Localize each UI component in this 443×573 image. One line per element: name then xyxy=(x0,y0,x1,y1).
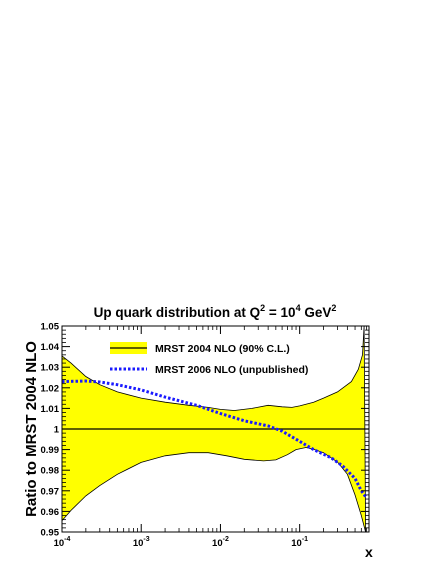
x-tick-label-base: 10 xyxy=(133,538,144,549)
title-unit-exponent: 2 xyxy=(331,303,336,313)
title-mid: = 10 xyxy=(265,305,295,320)
y-tick-label: 0.97 xyxy=(41,486,60,497)
legend-item-mrst2006: MRST 2006 NLO (unpublished) xyxy=(110,364,308,376)
x-tick-label-exponent: -4 xyxy=(64,536,70,543)
x-tick-label-exponent: -2 xyxy=(223,536,229,543)
x-tick-label-exponent: -3 xyxy=(143,536,149,543)
legend-item-band: MRST 2004 NLO (90% C.L.) xyxy=(110,342,290,355)
y-tick-label: 1.02 xyxy=(41,383,60,394)
x-tick-label-base: 10 xyxy=(54,538,65,549)
y-tick-label: 0.99 xyxy=(41,445,60,456)
x-tick-label: 10-2 xyxy=(212,536,229,549)
legend-band-label: MRST 2004 NLO (90% C.L.) xyxy=(155,343,290,355)
x-tick-label: 10-1 xyxy=(291,536,308,549)
x-tick-label: 10-3 xyxy=(133,536,150,549)
y-axis-label: Ratio to MRST 2004 NLO xyxy=(23,341,40,517)
legend-mrst2006-label: MRST 2006 NLO (unpublished) xyxy=(155,364,308,376)
title-unit: GeV xyxy=(301,305,332,320)
y-tick-label: 1.01 xyxy=(41,404,60,415)
y-tick-label: 1.03 xyxy=(41,363,60,374)
x-tick-label: 10-4 xyxy=(54,536,71,549)
x-axis-label: x xyxy=(365,544,373,560)
title-value-exponent: 4 xyxy=(296,303,301,313)
chart-title: Up quark distribution at Q2 = 104 GeV2 xyxy=(94,303,337,320)
x-tick-label-base: 10 xyxy=(291,538,302,549)
title-prefix: Up quark distribution at Q xyxy=(94,305,261,320)
y-tick-label: 1.04 xyxy=(41,342,60,353)
mrst2006-line xyxy=(62,379,368,499)
y-tick-label: 0.96 xyxy=(41,507,60,518)
y-tick-label: 1 xyxy=(54,425,60,436)
plot-area xyxy=(62,326,369,532)
y-tick-label: 0.95 xyxy=(41,528,60,539)
y-axis: 0.95 0.96 0.97 0.98 0.99 1 1.01 1.02 1.03 1.04 1.0… xyxy=(41,322,369,539)
title-q-exponent: 2 xyxy=(260,303,265,313)
y-tick-label: 0.98 xyxy=(41,466,60,477)
x-axis: 10-4 10-3 10-2 10-1 xyxy=(54,326,368,549)
x-tick-label-base: 10 xyxy=(212,538,223,549)
y-tick-label: 1.05 xyxy=(41,322,60,333)
legend: MRST 2004 NLO (90% C.L.) MRST 2006 NLO (… xyxy=(110,342,308,376)
x-tick-label-exponent: -1 xyxy=(302,536,308,543)
